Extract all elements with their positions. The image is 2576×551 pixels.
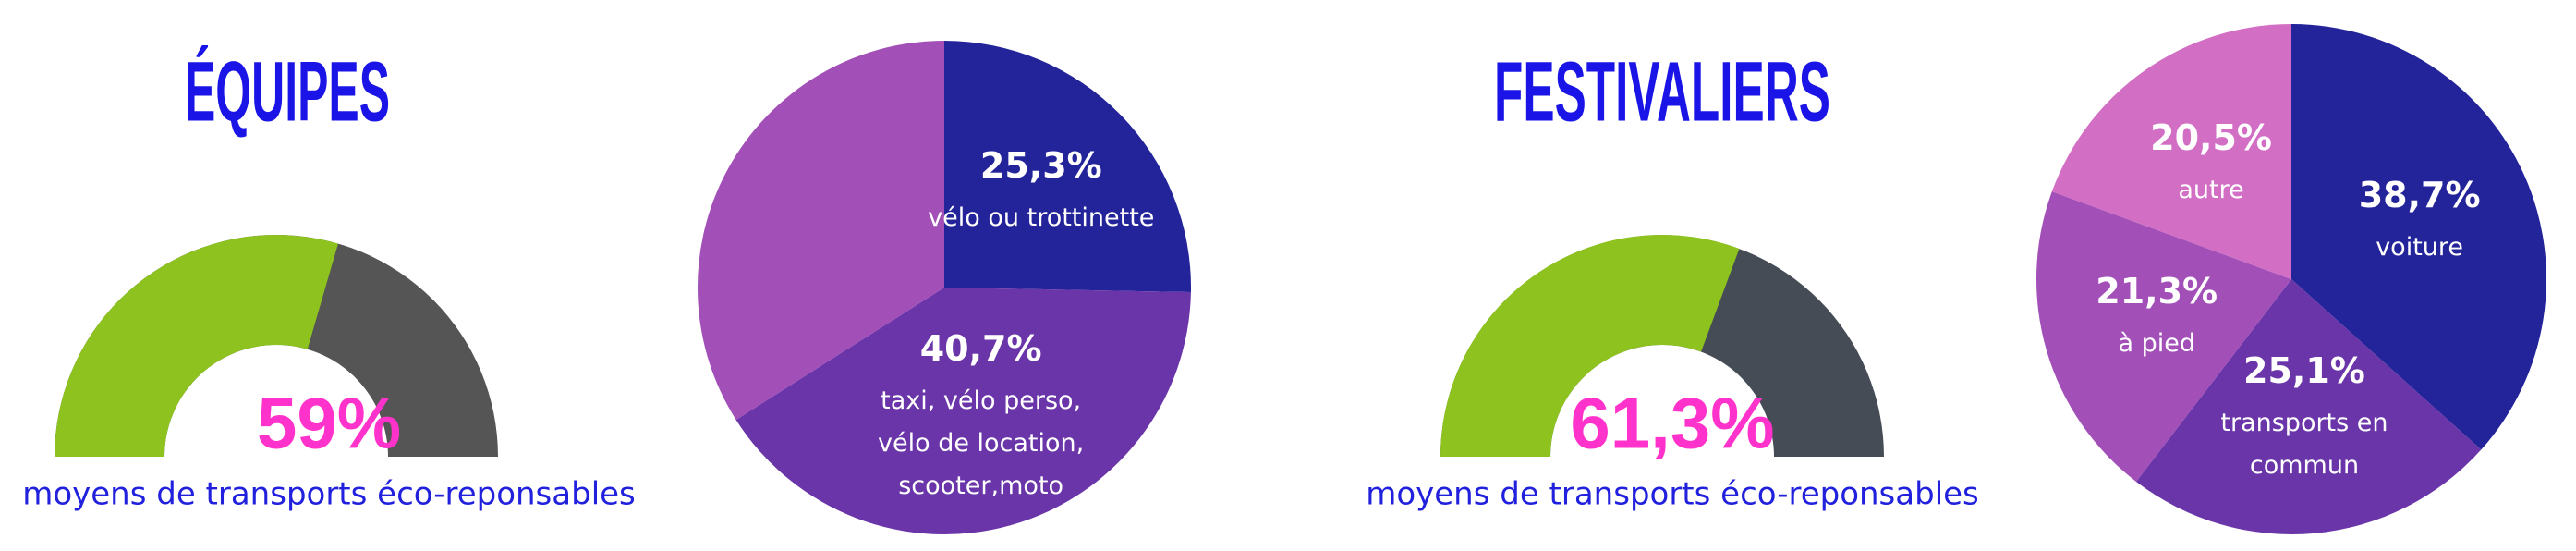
slice-category-label: voiture: [2376, 233, 2464, 263]
gauge-value-label: 61,3%: [1570, 383, 1774, 464]
slice-value-label: 38,7%: [2358, 175, 2481, 216]
chart-title: ÉQUIPES: [185, 43, 390, 139]
slice-value-label: 40,7%: [919, 328, 1042, 370]
chart-subtitle: moyens de transports éco-reponsables: [1366, 476, 1979, 513]
chart-subtitle: moyens de transports éco-reponsables: [22, 476, 636, 513]
slice-category-label: taxi, vélo perso, vélo de location, scoo…: [878, 386, 1085, 501]
slice-value-label: 21,3%: [2096, 271, 2218, 312]
slice-label: 25,3% vélo ou trottinette: [912, 145, 1171, 239]
slice-label: 38,7% voiture: [2290, 175, 2549, 269]
slice-category-label: à pied: [2118, 329, 2195, 359]
pie-slice: [735, 288, 1191, 534]
slice-category-label: vélo ou trottinette: [928, 203, 1155, 233]
slice-value-label: 25,3%: [979, 145, 1102, 187]
slice-label: 40,7% taxi, vélo perso, vélo de location,…: [852, 328, 1111, 508]
slice-category-label: autre: [2178, 175, 2244, 204]
pie-slice: [698, 40, 944, 421]
slice-value-label: 20,5%: [2150, 116, 2272, 158]
pie-slice: [2135, 279, 2482, 534]
slice-label: 25,1% transports en commun: [2175, 350, 2434, 487]
pie-slice: [944, 41, 1191, 293]
pie-slice: [2291, 24, 2546, 450]
slice-label: 21,3% à pied: [2027, 271, 2286, 365]
pie-slice: [2036, 191, 2291, 482]
pie-slice: [2051, 24, 2291, 279]
gauge-value-arc: [55, 234, 338, 457]
gauge-value-label: 59%: [257, 383, 401, 464]
gauge-value-arc: [1440, 235, 1740, 457]
slice-category-label: transports en commun: [2220, 409, 2388, 481]
chart-title: FESTIVALIERS: [1494, 44, 1830, 139]
slice-value-label: 25,1%: [2243, 350, 2365, 392]
slice-label: 20,5% autre: [2082, 117, 2340, 212]
